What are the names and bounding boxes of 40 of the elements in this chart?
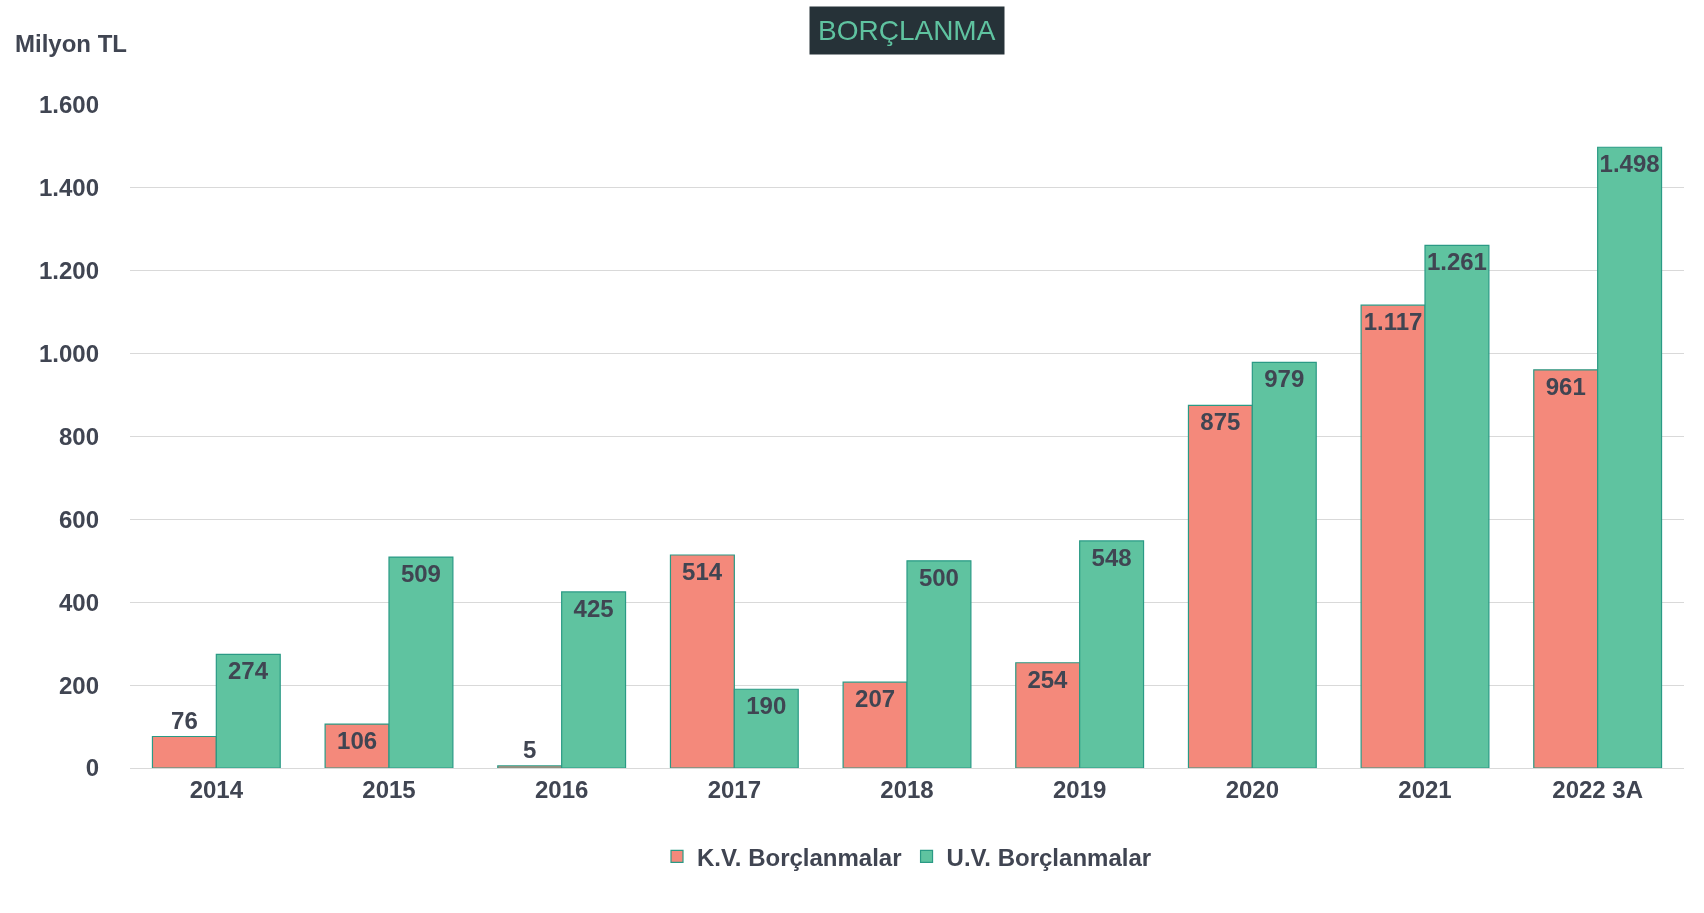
chart-title: BORÇLANMA [818,15,996,46]
data-label: 548 [1091,543,1132,571]
x-tick-label: 2017 [707,775,762,803]
data-label: 1.261 [1426,248,1487,276]
y-tick-label: 600 [58,505,99,533]
data-label: 875 [1200,408,1241,436]
data-label: 500 [918,563,959,591]
y-tick-label: 200 [58,671,99,699]
x-tick-label: 2019 [1052,775,1107,803]
legend-label: K.V. Borçlanmalar [697,843,902,871]
data-label: 76 [171,706,198,734]
data-label: 106 [337,727,378,755]
data-label: 254 [1027,665,1069,693]
y-tick-label: 1.200 [38,257,99,285]
data-label: 1.498 [1599,150,1660,178]
y-axis-title: Milyon TL [15,30,127,57]
y-tick-label: 1.400 [38,174,99,202]
y-tick-label: 1.600 [38,91,99,119]
data-label: 274 [227,657,269,685]
x-tick-label: 2018 [880,775,934,803]
data-label: 1.117 [1363,308,1423,336]
y-tick-label: 400 [58,588,99,616]
data-label: 961 [1545,372,1586,400]
data-label: 979 [1264,365,1305,393]
x-tick-label: 2021 [1398,775,1452,803]
x-tick-label: 2022 3A [1552,775,1644,803]
data-label: 190 [746,692,787,720]
data-label: 207 [855,685,896,713]
y-tick-label: 800 [58,422,99,450]
data-label: 509 [400,560,441,588]
data-label: 514 [682,558,723,586]
x-tick-label: 2015 [362,775,416,803]
y-tick-label: 1.000 [38,340,99,368]
y-tick-label: 0 [85,754,99,782]
data-label: 5 [523,735,537,763]
data-label: 425 [573,594,614,622]
x-tick-label: 2014 [189,775,244,803]
x-tick-label: 2016 [534,775,589,803]
legend-label: U.V. Borçlanmalar [946,843,1152,871]
x-tick-label: 2020 [1225,775,1280,803]
